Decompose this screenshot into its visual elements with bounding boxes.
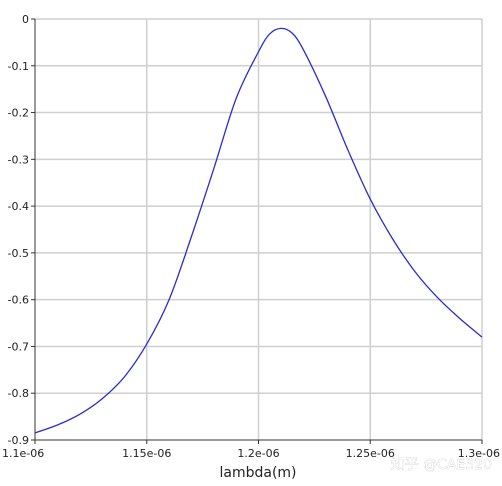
x-tick-label: 1.1e-06 (2, 447, 44, 460)
y-tick-label: -0.5 (8, 247, 29, 260)
x-gridlines (146, 19, 483, 440)
x-tick-label: 1.15e-06 (122, 447, 171, 460)
watermark-text: 知乎 @CAE320 (391, 456, 492, 473)
y-gridlines (35, 18, 482, 394)
y-tick-label: -0.4 (8, 200, 29, 213)
x-axis-title: lambda(m) (219, 465, 296, 481)
y-axis-ticks: 0 -0.1 -0.2 -0.3 -0.4 -0.5 -0.6 -0.7 -0.8 -0.9 (8, 13, 35, 447)
y-tick-label: -0.6 (8, 294, 29, 307)
x-tick-label: 1.3e-06 (458, 447, 500, 460)
y-tick-label: -0.7 (8, 340, 29, 353)
y-tick-label: -0.1 (8, 60, 29, 73)
series-layer (34, 27, 483, 434)
series-line (34, 27, 483, 434)
y-tick-label: -0.8 (8, 387, 29, 400)
y-tick-label: 0 (22, 13, 29, 26)
x-tick-label: 1.25e-06 (346, 447, 395, 460)
y-tick-label: -0.2 (8, 107, 29, 120)
y-tick-label: -0.9 (8, 434, 29, 447)
y-tick-label: -0.3 (8, 153, 29, 166)
x-axis-ticks: 1.1e-06 1.15e-06 1.2e-06 1.25e-06 1.3e-06 (2, 440, 500, 460)
x-tick-label: 1.2e-06 (237, 447, 279, 460)
